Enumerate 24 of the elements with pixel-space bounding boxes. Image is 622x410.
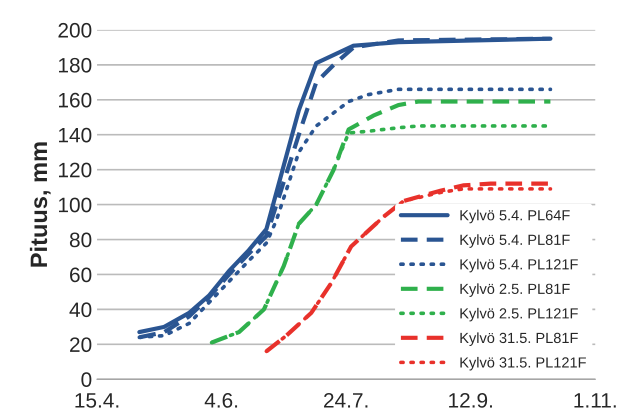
x-tick-label: 1.11.	[574, 393, 616, 408]
y-tick-label: 160	[59, 92, 92, 108]
x-tick-label: 12.9.	[449, 392, 492, 408]
y-tick-label: 120	[59, 162, 92, 178]
legend-label: Kylvö 5.4. PL121F	[460, 258, 578, 272]
y-tick-label: 100	[59, 198, 92, 212]
legend-label: Kylvö 5.4. PL81F	[460, 234, 570, 248]
y-tick-label: 60	[70, 267, 92, 282]
legend-label: Kylvö 31.5. PL121F	[460, 356, 586, 370]
y-tick-label: 0	[81, 372, 92, 388]
x-tick-label: 4.6.	[204, 392, 238, 408]
legend-label: Kylvö 2.5. PL121F	[460, 308, 578, 322]
legend-label: Kylvö 31.5. PL81F	[460, 332, 578, 346]
legend-label: Kylvö 2.5. PL81F	[460, 283, 570, 297]
y-tick-label: 140	[59, 128, 92, 142]
y-tick-label: 180	[59, 58, 92, 73]
y-axis-title: Pituus, mm	[30, 142, 51, 267]
y-tick-label: 200	[58, 22, 92, 38]
y-tick-label: 20	[70, 337, 92, 352]
x-tick-label: 15.4.	[75, 393, 118, 408]
legend-label: Kylvö 5.4. PL64F	[460, 210, 570, 224]
x-tick-label: 24.7.	[324, 392, 368, 408]
y-tick-label: 80	[70, 232, 92, 248]
y-tick-label: 40	[69, 302, 92, 318]
